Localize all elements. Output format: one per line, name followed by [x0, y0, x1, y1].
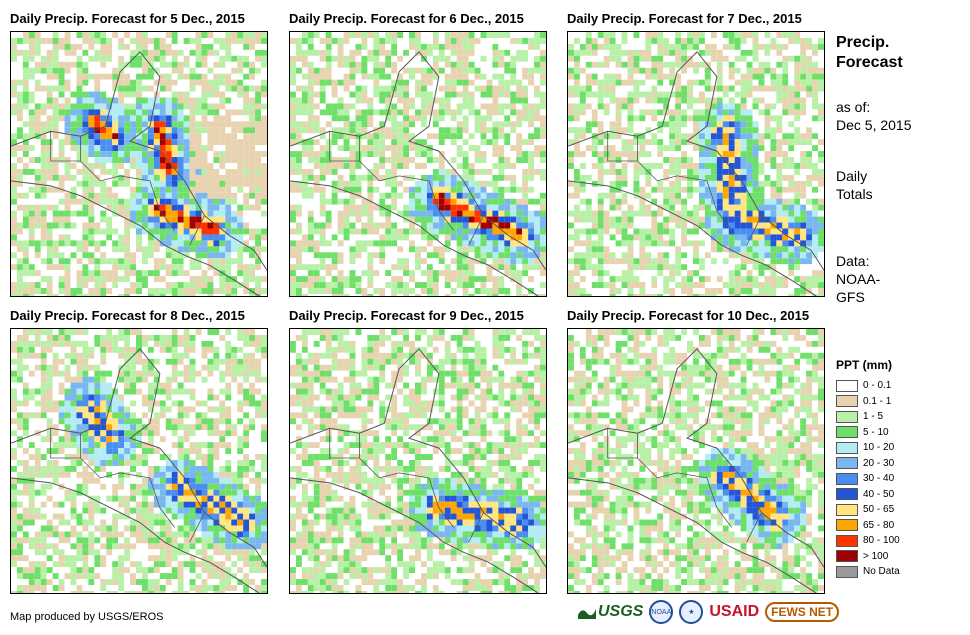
panel-title: Daily Precip. Forecast for 7 Dec., 2015 — [567, 11, 802, 26]
legend-label: 40 - 50 — [863, 488, 895, 500]
legend-label: 0.1 - 1 — [863, 395, 892, 407]
legend-swatch — [836, 565, 858, 578]
sidebar-title: Precip. Forecast — [836, 33, 903, 73]
legend-label: 20 - 30 — [863, 457, 895, 469]
legend-item: > 100 — [836, 549, 900, 565]
legend-swatch — [836, 457, 858, 470]
legend-label: 5 - 10 — [863, 426, 889, 438]
precip-map — [10, 328, 268, 594]
legend-item: 1 - 5 — [836, 409, 900, 425]
data-source-block: Data: NOAA- GFS — [836, 252, 880, 306]
panel-title: Daily Precip. Forecast for 5 Dec., 2015 — [10, 11, 245, 26]
panel-title: Daily Precip. Forecast for 9 Dec., 2015 — [289, 308, 524, 323]
legend-item: 20 - 30 — [836, 456, 900, 472]
legend-swatch — [836, 426, 858, 439]
precip-map — [289, 31, 547, 297]
usaid-logo: USAID — [709, 603, 760, 620]
legend-label: 0 - 0.1 — [863, 380, 892, 392]
legend-item: 30 - 40 — [836, 471, 900, 487]
data-source-line1: Data: — [836, 253, 870, 269]
legend-swatch — [836, 379, 858, 392]
legend-item: 0 - 0.1 — [836, 378, 900, 394]
dos-seal-icon: ★ — [679, 600, 704, 624]
totals-line2: Totals — [836, 186, 873, 202]
legend-swatch — [836, 441, 858, 454]
legend-item: 0.1 - 1 — [836, 394, 900, 410]
map-credit: Map produced by USGS/EROS — [10, 611, 164, 623]
panel-title: Daily Precip. Forecast for 8 Dec., 2015 — [10, 308, 245, 323]
legend-label: > 100 — [863, 550, 889, 562]
legend-item: No Data — [836, 564, 900, 580]
agency-logos: USGS NOAA ★ USAID FEWS NET — [578, 600, 840, 624]
legend: PPT (mm) 0 - 0.1 0.1 - 1 1 - 5 5 - 10 10 - 2… — [836, 358, 900, 580]
legend-label: 65 - 80 — [863, 519, 895, 531]
legend-swatch — [836, 472, 858, 485]
sidebar-title-line2: Forecast — [836, 54, 903, 71]
legend-title: PPT (mm) — [836, 358, 893, 372]
data-source-line3: GFS — [836, 289, 865, 305]
panel-title: Daily Precip. Forecast for 6 Dec., 2015 — [289, 11, 524, 26]
legend-item: 50 - 65 — [836, 502, 900, 518]
legend-label: 10 - 20 — [863, 442, 895, 454]
legend-label: 80 - 100 — [863, 535, 900, 547]
legend-item: 80 - 100 — [836, 533, 900, 549]
legend-items: 0 - 0.1 0.1 - 1 1 - 5 5 - 10 10 - 20 20 - 30 3… — [836, 378, 900, 580]
as-of-date: Dec 5, 2015 — [836, 117, 912, 133]
legend-swatch — [836, 550, 858, 563]
legend-swatch — [836, 488, 858, 501]
legend-item: 65 - 80 — [836, 518, 900, 534]
legend-swatch — [836, 395, 858, 408]
usgs-logo: USGS — [578, 603, 643, 621]
legend-swatch — [836, 503, 858, 516]
legend-item: 5 - 10 — [836, 425, 900, 441]
totals-block: Daily Totals — [836, 167, 873, 203]
legend-label: 50 - 65 — [863, 504, 895, 516]
panel-title: Daily Precip. Forecast for 10 Dec., 2015 — [567, 308, 810, 323]
legend-item: 10 - 20 — [836, 440, 900, 456]
precip-map — [10, 31, 268, 297]
precip-map — [567, 31, 825, 297]
usgs-logo-text: USGS — [598, 603, 644, 620]
noaa-logo: NOAA — [649, 600, 674, 624]
usgs-wave-icon — [578, 609, 596, 619]
as-of-block: as of: Dec 5, 2015 — [836, 98, 912, 134]
legend-swatch — [836, 410, 858, 423]
totals-line1: Daily — [836, 168, 868, 184]
legend-swatch — [836, 519, 858, 532]
precip-map — [567, 328, 825, 594]
data-source-line2: NOAA- — [836, 271, 881, 287]
precip-map — [289, 328, 547, 594]
as-of-label: as of: — [836, 99, 871, 115]
sidebar-title-line1: Precip. — [836, 34, 890, 51]
legend-label: 1 - 5 — [863, 411, 884, 423]
fews-net-logo: FEWS NET — [765, 602, 840, 622]
legend-label: 30 - 40 — [863, 473, 895, 485]
legend-label: No Data — [863, 566, 900, 578]
legend-item: 40 - 50 — [836, 487, 900, 503]
legend-swatch — [836, 534, 858, 547]
